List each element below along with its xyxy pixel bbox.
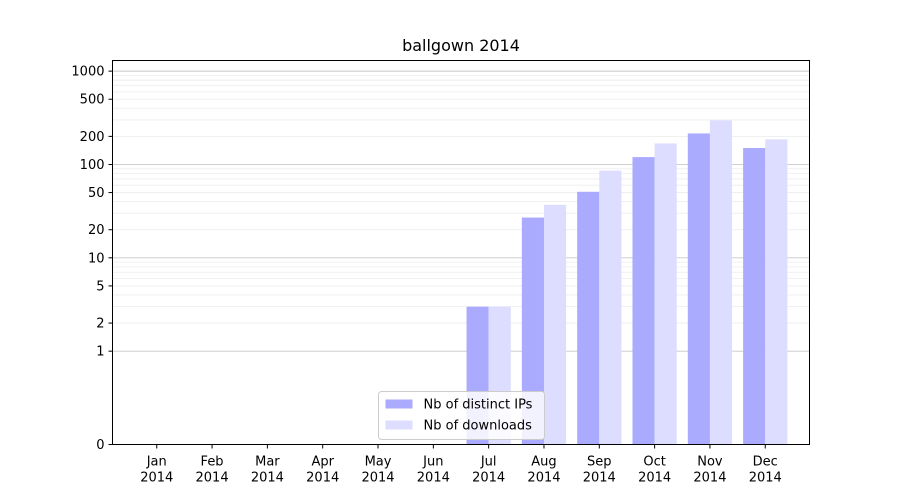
legend-label: Nb of downloads	[424, 419, 533, 434]
chart-title: ballgown 2014	[402, 36, 520, 55]
x-tick-label: Feb 2014	[196, 455, 229, 486]
x-tick-label: Jan 2014	[140, 455, 173, 486]
x-tick-label: Jul 2014	[472, 455, 505, 486]
bar-downloads	[654, 143, 677, 445]
y-axis: 0 1 2 5 10 20 50 100 200 500 1000	[71, 65, 113, 453]
x-tick-label: Jun 2014	[417, 455, 450, 486]
legend-label: Nb of distinct IPs	[424, 398, 533, 413]
bar-distinct-ips	[743, 148, 766, 445]
x-tick-label: Mar 2014	[251, 455, 284, 486]
x-tick-label: Nov 2014	[693, 455, 726, 486]
x-tick-label: May 2014	[361, 455, 394, 486]
bar-distinct-ips	[687, 133, 710, 445]
legend: Nb of distinct IPs Nb of downloads	[378, 391, 545, 440]
y-tick-label: 100	[80, 158, 105, 173]
y-tick-label: 1000	[71, 65, 104, 80]
y-tick-label: 500	[80, 93, 105, 108]
x-tick-label: Dec 2014	[749, 455, 782, 486]
bar-distinct-ips	[521, 217, 544, 445]
x-tick-label: Oct 2014	[638, 455, 671, 486]
x-tick-label: Aug 2014	[527, 455, 560, 486]
legend-swatch	[385, 420, 413, 430]
y-tick-label: 10	[88, 251, 105, 266]
x-tick-label: Sep 2014	[583, 455, 616, 486]
bar-downloads	[543, 204, 567, 445]
y-tick-label: 50	[88, 186, 105, 201]
y-tick-label: 1	[96, 345, 104, 360]
legend-box	[378, 391, 545, 440]
y-tick-label: 20	[88, 223, 105, 238]
x-tick-label: Apr 2014	[306, 455, 339, 486]
x-axis: Jan 2014 Feb 2014 Mar 2014 Apr 2014 May 2014 Jun 20…	[140, 444, 782, 486]
legend-swatch	[385, 399, 413, 409]
bar-downloads	[599, 170, 622, 445]
y-tick-label: 0	[96, 438, 104, 453]
bar-downloads	[765, 139, 788, 445]
bar-distinct-ips	[577, 191, 600, 445]
plot-frame	[112, 60, 810, 445]
bar-distinct-ips	[632, 157, 655, 445]
bar-downloads	[709, 120, 733, 445]
y-tick-label: 2	[96, 317, 104, 332]
y-tick-label: 200	[80, 130, 105, 145]
bars	[466, 120, 788, 445]
y-tick-label: 5	[96, 279, 104, 294]
